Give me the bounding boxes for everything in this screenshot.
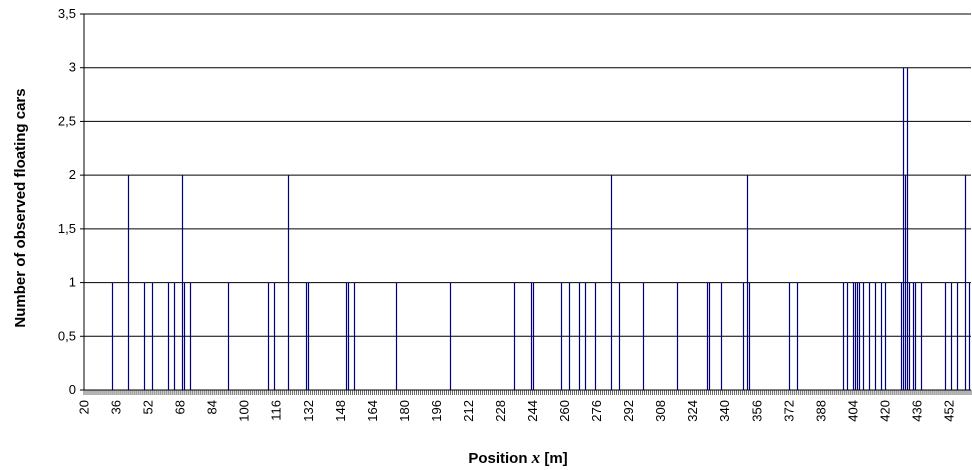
y-tick-label: 1 [69,275,76,290]
x-tick-label: 324 [685,400,700,422]
gridlines [84,13,971,337]
y-tick-label: 0,5 [58,328,76,343]
x-tick-label: 212 [461,400,476,422]
y-tick-label: 0 [69,382,76,397]
x-axis-ticks: 20 36 52 68 84 100 116 132 148 164 180 196 212 228 244… [77,390,972,422]
x-axis-title-unit: [m] [540,450,568,467]
y-tick-label: 2,5 [58,113,76,128]
x-tick-label: 84 [205,400,220,414]
x-tick-label: 292 [621,400,636,422]
x-axis-title: Position x [m] [468,448,567,467]
x-tick-label: 148 [333,400,348,422]
x-tick-label: 356 [749,400,764,422]
x-tick-label: 180 [397,400,412,422]
bars [111,67,971,390]
y-axis-title: Number of observed floating cars [12,88,29,327]
x-tick-label: 20 [77,400,92,414]
x-tick-label: 132 [301,400,316,422]
x-tick-label: 388 [813,400,828,422]
x-tick-label: 164 [365,400,380,422]
x-tick-label: 196 [429,400,444,422]
y-tick-label: 3,5 [58,6,76,21]
x-tick-label: 260 [557,400,572,422]
y-tick-label: 1,5 [58,221,76,236]
x-tick-label: 116 [269,400,284,421]
x-tick-label: 420 [877,400,892,422]
x-tick-label: 340 [717,400,732,422]
x-tick-label: 308 [653,400,668,422]
x-tick-label: 228 [493,400,508,422]
x-axis-title-text: Position [468,450,531,467]
x-axis-title-variable: x [531,448,541,467]
x-tick-label: 52 [141,400,156,414]
y-tick-label: 3 [69,60,76,75]
y-tick-label: 2 [69,167,76,182]
x-tick-label: 436 [909,400,924,422]
x-tick-label: 372 [781,400,796,422]
x-tick-label: 244 [525,400,540,422]
x-tick-label: 452 [941,400,956,422]
axes [83,14,971,391]
y-axis-ticks: 0 0,5 1 1,5 2 2,5 3 3,5 [58,6,84,397]
x-tick-label: 68 [173,400,188,414]
x-tick-label: 100 [237,400,252,422]
x-tick-label: 404 [845,400,860,422]
x-tick-label: 36 [109,400,124,414]
x-tick-label: 276 [589,400,604,422]
